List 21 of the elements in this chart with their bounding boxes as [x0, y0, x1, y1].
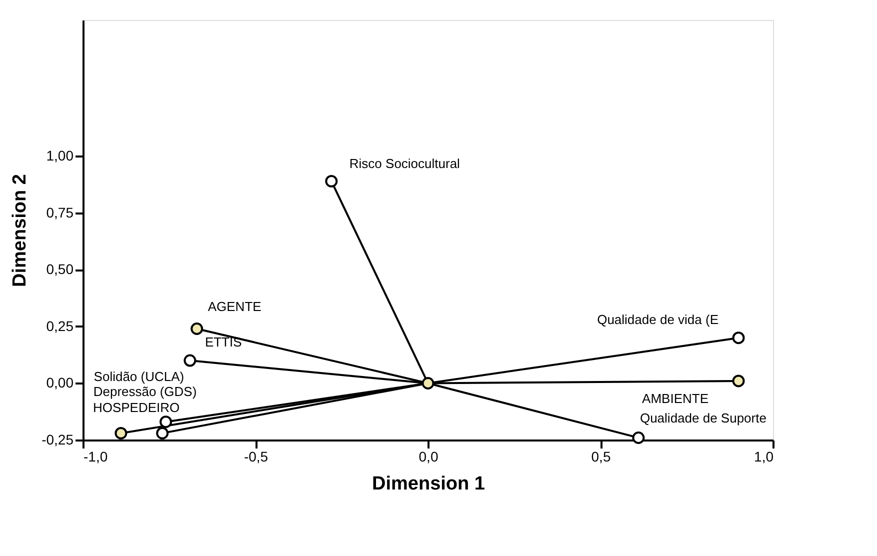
annotation: AGENTE [208, 298, 262, 314]
annotation: Risco Sociocultural [349, 156, 460, 172]
x-axis-title: Dimension 1 [372, 474, 486, 494]
y-tick-label: 0,25 [46, 318, 74, 334]
annotation: Qualidade de vida (E [597, 312, 719, 327]
y-tick-label: 0,50 [46, 261, 74, 278]
annotation: AMBIENTE [642, 390, 709, 406]
y-tick-label: 1,00 [46, 148, 74, 164]
x-tick-label: 1,0 [754, 448, 774, 464]
x-tick-label: 0,5 [591, 448, 611, 464]
y-tick-label: 0,00 [46, 374, 74, 391]
y-tick-label: 0,75 [46, 204, 74, 220]
y-axis-title: Dimension 2 [10, 174, 31, 287]
x-tick-label: 0,0 [418, 448, 438, 464]
x-tick-label: -1,0 [84, 448, 108, 464]
annotation: Depressão (GDS) [93, 384, 197, 400]
y-tick-label: -0,25 [42, 432, 74, 448]
annotation: Solidão (UCLA) [94, 368, 184, 384]
x-tick-label: -0,5 [244, 448, 268, 464]
annotation: HOSPEDEIRO [92, 400, 180, 416]
annotation: Qualidade de Suporte [640, 410, 766, 426]
